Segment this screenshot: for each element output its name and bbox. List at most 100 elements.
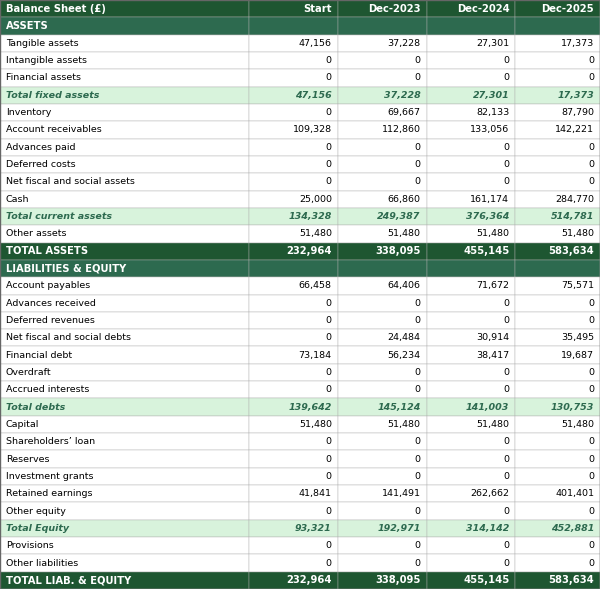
- Bar: [0, 17, 249, 35]
- Text: Other equity: Other equity: [6, 507, 66, 515]
- Bar: [338, 208, 427, 225]
- Text: 0: 0: [588, 455, 594, 464]
- Bar: [249, 381, 338, 398]
- Bar: [427, 173, 515, 191]
- Text: Total Equity: Total Equity: [6, 524, 69, 533]
- Bar: [0, 572, 249, 589]
- Text: 0: 0: [503, 385, 509, 394]
- Text: 37,228: 37,228: [384, 91, 421, 100]
- Text: 141,003: 141,003: [466, 403, 509, 412]
- Bar: [338, 225, 427, 243]
- Bar: [427, 485, 515, 502]
- Text: 0: 0: [415, 541, 421, 550]
- Text: 51,480: 51,480: [299, 420, 332, 429]
- Bar: [0, 485, 249, 502]
- Text: Tangible assets: Tangible assets: [6, 39, 79, 48]
- Text: 0: 0: [588, 472, 594, 481]
- Bar: [515, 70, 600, 87]
- Bar: [427, 17, 515, 35]
- Text: 27,301: 27,301: [476, 39, 509, 48]
- Bar: [515, 485, 600, 502]
- Text: 0: 0: [503, 558, 509, 568]
- Bar: [427, 294, 515, 312]
- Bar: [0, 364, 249, 381]
- Text: 0: 0: [326, 177, 332, 186]
- Bar: [0, 433, 249, 451]
- Text: Dec-2025: Dec-2025: [541, 4, 594, 14]
- Text: 30,914: 30,914: [476, 333, 509, 342]
- Bar: [0, 277, 249, 294]
- Bar: [338, 138, 427, 156]
- Text: Net fiscal and social debts: Net fiscal and social debts: [6, 333, 131, 342]
- Bar: [338, 502, 427, 519]
- Text: 0: 0: [326, 507, 332, 515]
- Bar: [515, 554, 600, 572]
- Text: 0: 0: [503, 160, 509, 169]
- Bar: [249, 398, 338, 416]
- Bar: [427, 416, 515, 433]
- Text: Financial assets: Financial assets: [6, 74, 81, 82]
- Bar: [249, 121, 338, 138]
- Text: 0: 0: [588, 143, 594, 152]
- Bar: [249, 572, 338, 589]
- Bar: [0, 451, 249, 468]
- Bar: [515, 138, 600, 156]
- Text: 27,301: 27,301: [473, 91, 509, 100]
- Bar: [427, 104, 515, 121]
- Bar: [515, 451, 600, 468]
- Text: 71,672: 71,672: [476, 282, 509, 290]
- Bar: [338, 485, 427, 502]
- Text: 0: 0: [588, 385, 594, 394]
- Bar: [427, 52, 515, 70]
- Text: 47,156: 47,156: [295, 91, 332, 100]
- Text: Balance Sheet (£): Balance Sheet (£): [6, 4, 106, 14]
- Text: 25,000: 25,000: [299, 195, 332, 204]
- Bar: [515, 156, 600, 173]
- Text: 192,971: 192,971: [377, 524, 421, 533]
- Text: 130,753: 130,753: [551, 403, 594, 412]
- Bar: [515, 294, 600, 312]
- Text: 51,480: 51,480: [476, 229, 509, 239]
- Text: 314,142: 314,142: [466, 524, 509, 533]
- Bar: [515, 572, 600, 589]
- Text: 0: 0: [588, 160, 594, 169]
- Bar: [0, 173, 249, 191]
- Text: Total fixed assets: Total fixed assets: [6, 91, 100, 100]
- Text: 64,406: 64,406: [388, 282, 421, 290]
- Bar: [515, 208, 600, 225]
- Text: Capital: Capital: [6, 420, 40, 429]
- Text: 35,495: 35,495: [561, 333, 594, 342]
- Text: 142,221: 142,221: [555, 125, 594, 134]
- Bar: [249, 87, 338, 104]
- Text: 0: 0: [503, 56, 509, 65]
- Text: 112,860: 112,860: [382, 125, 421, 134]
- Bar: [515, 225, 600, 243]
- Text: 134,328: 134,328: [289, 212, 332, 221]
- Bar: [515, 17, 600, 35]
- Text: Account payables: Account payables: [6, 282, 90, 290]
- Text: 0: 0: [415, 385, 421, 394]
- Bar: [0, 294, 249, 312]
- Bar: [0, 121, 249, 138]
- Bar: [249, 156, 338, 173]
- Bar: [0, 346, 249, 364]
- Bar: [515, 243, 600, 260]
- Bar: [249, 364, 338, 381]
- Text: 0: 0: [415, 316, 421, 325]
- Text: 0: 0: [326, 108, 332, 117]
- Bar: [338, 260, 427, 277]
- Bar: [515, 52, 600, 70]
- Text: 0: 0: [588, 74, 594, 82]
- Bar: [427, 156, 515, 173]
- Text: Intangible assets: Intangible assets: [6, 56, 87, 65]
- Text: 0: 0: [588, 368, 594, 377]
- Bar: [338, 346, 427, 364]
- Text: 583,634: 583,634: [548, 246, 594, 256]
- Bar: [427, 519, 515, 537]
- Bar: [427, 225, 515, 243]
- Bar: [0, 87, 249, 104]
- Bar: [515, 537, 600, 554]
- Bar: [338, 87, 427, 104]
- Text: 0: 0: [415, 160, 421, 169]
- Bar: [427, 277, 515, 294]
